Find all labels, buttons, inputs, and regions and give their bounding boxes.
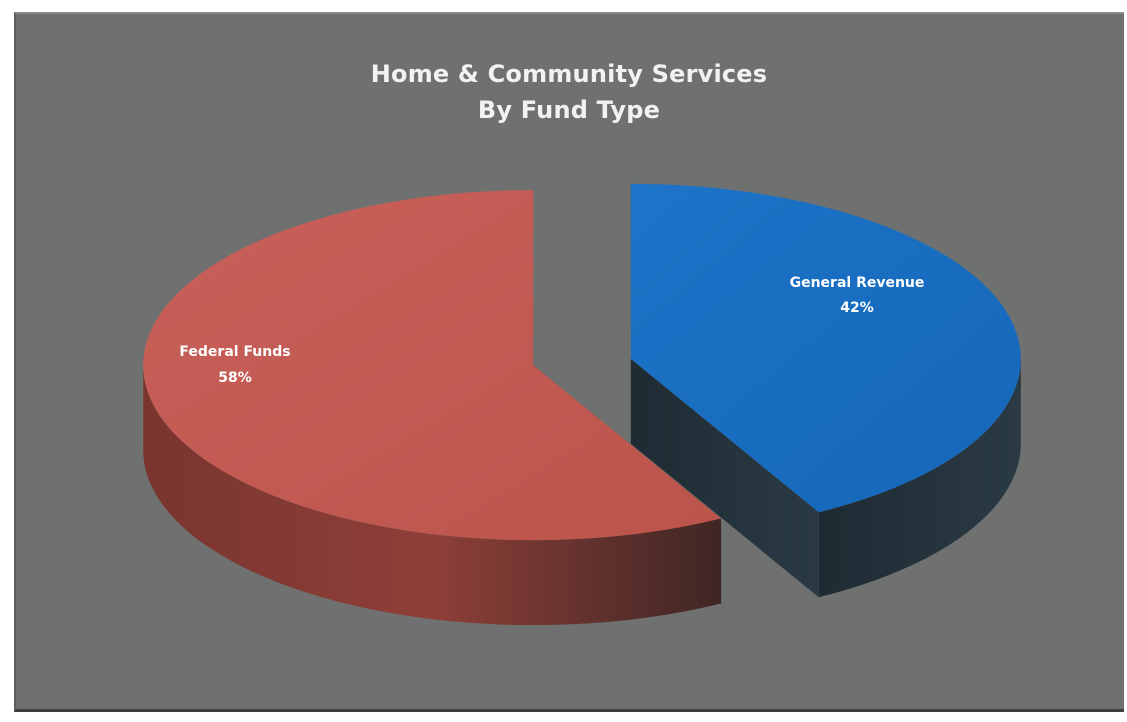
chart-title-line-2: By Fund Type bbox=[477, 96, 661, 124]
chart-title: Home & Community Services By Fund Type bbox=[14, 56, 1124, 128]
label-general-revenue: General Revenue bbox=[790, 275, 925, 291]
slice-outer-wall bbox=[818, 358, 1021, 598]
slice-general-revenue bbox=[630, 183, 1021, 513]
slice-federal-funds bbox=[143, 190, 722, 541]
slice-outer-wall bbox=[143, 365, 722, 626]
label-general-revenue-percent: 42% bbox=[840, 300, 874, 316]
label-federal-funds-percent: 58% bbox=[218, 370, 252, 386]
slice-side-general-revenue bbox=[630, 358, 1021, 598]
label-federal-funds: Federal Funds bbox=[179, 344, 290, 360]
chart-title-line-1: Home & Community Services bbox=[370, 60, 768, 88]
slice-edge-wall bbox=[630, 358, 819, 598]
